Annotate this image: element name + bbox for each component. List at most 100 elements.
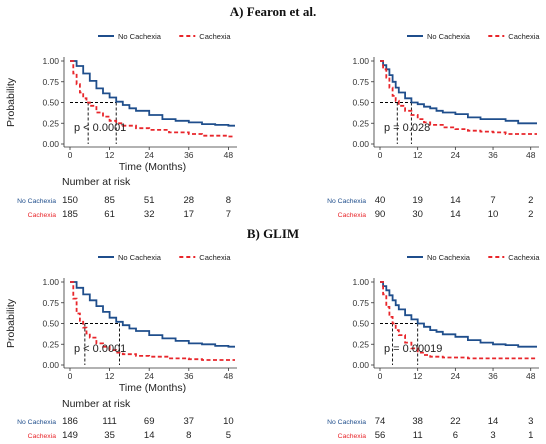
km-panel: No Cachexia Cachexia 0.00 0.25 0.50 0.75 1.00 0…: [327, 32, 540, 220]
series-no-cachexia: [380, 281, 537, 348]
legend-label: No Cachexia: [118, 253, 162, 262]
p-value: p < 0.0001: [74, 122, 126, 134]
legend-label: No Cachexia: [427, 32, 471, 41]
risk-table-title: Number at risk: [62, 176, 131, 188]
x-axis-label: Time (Months): [119, 161, 186, 173]
y-tick-label: 0.50: [42, 98, 59, 108]
y-tick-label: 0.50: [352, 98, 369, 108]
risk-count: 51: [144, 195, 155, 206]
p-value: p = 0.00019: [384, 343, 442, 355]
x-tick-label: 12: [105, 150, 115, 160]
legend: No Cachexia Cachexia: [407, 32, 540, 41]
y-axis-label: Probability: [5, 298, 17, 348]
risk-row-label: No Cachexia: [327, 198, 366, 205]
risk-count: 7: [226, 209, 231, 220]
series-cachexia: [380, 281, 537, 360]
risk-count: 14: [488, 416, 499, 427]
y-tick-label: 1.00: [42, 277, 59, 287]
legend-label: Cachexia: [199, 253, 231, 262]
y-tick-label: 0.25: [42, 118, 59, 128]
x-tick-label: 24: [451, 150, 461, 160]
legend: No Cachexia Cachexia: [98, 253, 231, 262]
x-tick-label: 48: [224, 150, 234, 160]
risk-row-label: No Cachexia: [17, 419, 56, 426]
risk-count: 14: [450, 195, 461, 206]
risk-count: 19: [412, 195, 423, 206]
y-axis-label: Probability: [5, 77, 17, 127]
series-cachexia: [380, 60, 537, 135]
section-name: GLIM: [263, 226, 299, 241]
risk-count: 30: [412, 209, 423, 220]
section-label: A): [230, 4, 247, 19]
risk-count: 185: [62, 209, 78, 220]
x-tick-label: 12: [105, 371, 115, 381]
series-cachexia: [70, 281, 235, 361]
series-cachexia: [70, 60, 235, 138]
x-tick-label: 36: [184, 150, 194, 160]
y-tick-label: 1.00: [352, 56, 369, 66]
risk-count: 90: [375, 209, 386, 220]
legend-label: Cachexia: [199, 32, 231, 41]
risk-count: 2: [528, 209, 533, 220]
y-tick-label: 0.50: [352, 319, 369, 329]
risk-count: 32: [144, 209, 155, 220]
x-tick-label: 24: [144, 371, 154, 381]
risk-count: 40: [375, 195, 386, 206]
p-value: p = 0.028: [384, 122, 430, 134]
x-tick-label: 48: [224, 371, 234, 381]
x-tick-label: 36: [488, 150, 498, 160]
risk-count: 56: [375, 430, 386, 441]
risk-count: 150: [62, 195, 78, 206]
legend: No Cachexia Cachexia: [407, 253, 540, 262]
risk-count: 3: [490, 430, 495, 441]
risk-count: 11: [413, 430, 423, 441]
risk-count: 22: [450, 416, 461, 427]
risk-count: 69: [144, 416, 155, 427]
risk-row-label: Cachexia: [28, 212, 57, 219]
risk-count: 7: [490, 195, 495, 206]
y-tick-label: 1.00: [352, 277, 369, 287]
legend-label: No Cachexia: [118, 32, 162, 41]
legend: No Cachexia Cachexia: [98, 32, 231, 41]
x-tick-label: 36: [184, 371, 194, 381]
y-tick-label: 0.50: [42, 319, 59, 329]
risk-count: 85: [104, 195, 115, 206]
y-tick-label: 0.00: [352, 360, 369, 370]
risk-count: 8: [186, 430, 191, 441]
km-panel: No Cachexia Cachexia 0.00 0.25 0.50 0.75 1.00 0…: [5, 253, 237, 441]
y-tick-label: 1.00: [42, 56, 59, 66]
risk-count: 28: [184, 195, 195, 206]
risk-count: 14: [144, 430, 155, 441]
risk-count: 6: [453, 430, 458, 441]
risk-count: 1: [528, 430, 533, 441]
risk-row-label: Cachexia: [338, 212, 367, 219]
y-tick-label: 0.25: [352, 339, 369, 349]
y-tick-label: 0.00: [42, 360, 59, 370]
series-no-cachexia: [70, 281, 235, 348]
risk-row-label: Cachexia: [28, 433, 57, 440]
km-panel: No Cachexia Cachexia 0.00 0.25 0.50 0.75 1.00 0…: [5, 32, 237, 220]
risk-table-title: Number at risk: [62, 398, 131, 410]
x-tick-label: 0: [378, 150, 383, 160]
legend-label: Cachexia: [508, 32, 540, 41]
series-no-cachexia: [70, 60, 235, 127]
legend-label: No Cachexia: [427, 253, 471, 262]
x-tick-label: 0: [378, 371, 383, 381]
section-title: B) GLIM: [247, 226, 299, 241]
y-tick-label: 0.75: [42, 77, 59, 87]
risk-count: 3: [528, 416, 533, 427]
x-tick-label: 48: [526, 150, 536, 160]
series-no-cachexia: [380, 60, 537, 125]
risk-count: 8: [226, 195, 231, 206]
risk-count: 186: [62, 416, 78, 427]
risk-count: 149: [62, 430, 78, 441]
risk-count: 10: [223, 416, 234, 427]
risk-count: 2: [528, 195, 533, 206]
x-tick-label: 36: [488, 371, 498, 381]
risk-count: 5: [226, 430, 231, 441]
risk-row-label: Cachexia: [338, 433, 367, 440]
y-tick-label: 0.75: [352, 298, 369, 308]
y-tick-label: 0.75: [352, 77, 369, 87]
y-tick-label: 0.25: [352, 118, 369, 128]
x-tick-label: 12: [413, 150, 423, 160]
